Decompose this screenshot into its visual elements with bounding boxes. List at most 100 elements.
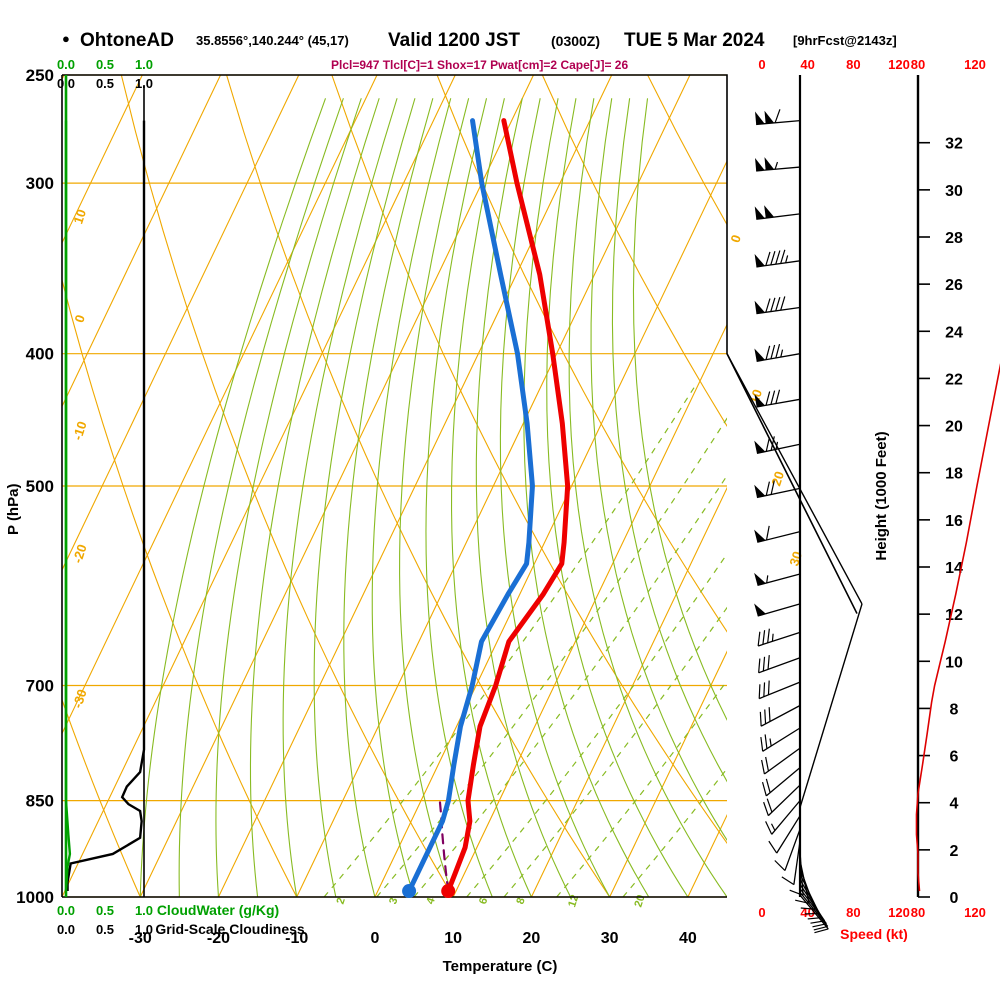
cloudiness-axis-title: Grid-Scale Cloudiness: [155, 921, 305, 937]
barb-full: [774, 109, 781, 124]
barb-pennant: [754, 529, 766, 543]
barb-shaft: [799, 894, 829, 930]
speed-tick-top: 40: [800, 57, 814, 72]
wind-barb: [754, 436, 801, 455]
temperature-axis: -30 -20 -10 0 10 20 30 40 Temperature (C): [129, 930, 697, 975]
barb-full: [765, 821, 773, 835]
barb-pennant: [754, 484, 766, 498]
wind-barb: [763, 784, 801, 817]
barb-full: [764, 709, 767, 724]
isotherm-line: [62, 75, 143, 245]
cloudiness-tick-top: 0.5: [96, 76, 114, 91]
pressure-tick-label: 1000: [16, 888, 54, 907]
barb-shaft: [799, 888, 827, 925]
cloudwater-tick-bottom: 0.5: [96, 903, 114, 918]
wind-barb: [761, 747, 801, 775]
wind-barb: [799, 894, 829, 934]
barb-pennant: [754, 206, 765, 220]
barb-shaft: [757, 631, 801, 647]
isotherm-line: [530, 486, 727, 897]
wind-barb: [754, 525, 801, 543]
temperature-tick-label: -20: [207, 930, 230, 947]
wind-barb: [755, 109, 801, 126]
barb-full: [762, 630, 766, 645]
barb-full: [775, 389, 781, 404]
temperature-tick-label: 0: [370, 930, 379, 947]
cloudiness-tick-bottom: 1.0: [135, 922, 153, 937]
wind-barb: [754, 603, 801, 617]
barb-half: [774, 161, 779, 170]
barb-full: [770, 297, 776, 312]
wind-barb: [761, 767, 801, 797]
barb-full: [814, 928, 829, 934]
saturated-adiabat-line: [632, 98, 727, 721]
wind-barb: [768, 815, 801, 854]
isotherm-label-left: -10: [70, 419, 90, 442]
barb-full: [761, 781, 767, 797]
dry-adiabat-line: [331, 75, 727, 844]
height-tick-label: 22: [945, 371, 963, 388]
speed-tick-bottom: 80: [846, 905, 860, 920]
pressure-tick-label: 300: [26, 174, 54, 193]
mixing-ratio-label: 6: [477, 896, 490, 906]
barb-full: [765, 391, 771, 406]
wind-barb: [754, 205, 801, 220]
wind-barb: [774, 829, 801, 872]
isotherm-label-left: 10: [70, 207, 89, 225]
barb-pennant: [754, 603, 766, 617]
pressure-tick-label: 400: [26, 345, 54, 364]
mixing-ratio-label: 8: [514, 896, 527, 906]
wind-barb: [758, 680, 801, 700]
dewpoint-surface-dot: [402, 884, 417, 899]
saturated-adiabat-line: [343, 98, 434, 897]
wind-barb: [754, 296, 801, 315]
barb-full: [780, 296, 786, 311]
barb-full: [757, 631, 761, 647]
wind-barb: [754, 249, 801, 268]
pressure-axis: 250 300 400 500 700 850 1000 P (hPa): [5, 66, 54, 907]
dry-adiabat-line: [120, 75, 454, 897]
barb-full: [770, 344, 776, 359]
dry-adiabat-line: [226, 75, 611, 897]
height-axis-title: Height (1000 Feet): [873, 431, 890, 560]
barb-half: [785, 255, 789, 263]
speed-axis-title: Speed (kt): [840, 926, 908, 942]
speed-tick-top: 80: [846, 57, 860, 72]
barb-full: [770, 390, 776, 405]
barb-full: [775, 343, 781, 359]
height-tick-label: 6: [950, 749, 959, 766]
wind-barb: [781, 840, 801, 886]
saturated-adiabat-line: [178, 98, 344, 897]
speed-tick-bottom: 120: [888, 905, 910, 920]
barb-shaft: [756, 353, 801, 362]
saturated-adiabat-line: [611, 98, 727, 783]
cloudwater-tick-bottom: 0.0: [57, 903, 75, 918]
temperature-tick-label: 20: [523, 930, 541, 947]
wind-barb: [757, 628, 801, 647]
barb-pennant: [754, 300, 765, 314]
height-tick-label: 2: [950, 843, 959, 860]
barb-half: [780, 349, 784, 358]
barb-full: [767, 680, 770, 695]
height-tick-label: 4: [950, 796, 959, 813]
barb-pennant: [755, 157, 765, 171]
speed-tick-top-120: 120: [964, 57, 986, 72]
barb-full: [758, 658, 761, 673]
cloudwater-axis-title: CloudWater (g/Kg): [157, 902, 279, 918]
isotherm-label-right: 20: [768, 469, 787, 487]
barb-shaft: [758, 681, 801, 700]
barb-shaft: [776, 815, 801, 854]
cloudwater-tick-bottom: 1.0: [135, 903, 153, 918]
barb-shaft: [771, 800, 801, 835]
barb-full: [775, 250, 781, 265]
barb-pennant: [764, 157, 775, 171]
barb-half: [769, 738, 772, 747]
barb-shaft: [756, 213, 801, 220]
barb-full: [765, 481, 771, 496]
barb-shaft: [793, 840, 801, 885]
saturated-adiabat-line: [425, 98, 493, 897]
dry-adiabat-line: [541, 75, 727, 428]
saturated-adiabat-line: [313, 98, 416, 897]
